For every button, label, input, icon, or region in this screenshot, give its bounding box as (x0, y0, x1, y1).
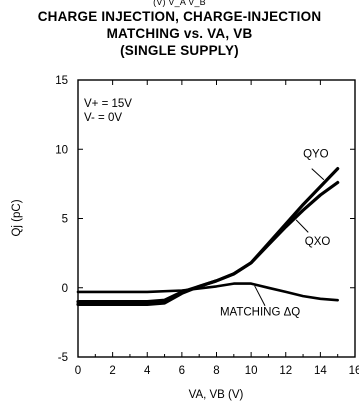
label-matching: MATCHING ΔQ (220, 306, 300, 318)
tick-labels: 0 2 4 6 8 10 12 14 16 -5 0 5 10 15 (55, 75, 359, 377)
annotations: QYO QXO MATCHING ΔQ (220, 149, 330, 319)
title-line-1: CHARGE INJECTION, CHARGE-INJECTION (37, 9, 322, 24)
series-line-2 (76, 282, 340, 302)
series-line-1 (76, 180, 340, 304)
x-tick-label-2: 4 (144, 365, 151, 377)
x-tick-label-5: 10 (245, 365, 258, 377)
pointer-qxo (295, 219, 309, 233)
x-tick-label-0: 0 (75, 365, 81, 377)
title-line-0: (V) V_A V_B (153, 0, 206, 7)
series-group (76, 167, 340, 306)
y-tick-label-2: 5 (62, 214, 68, 226)
pointer-qyo (311, 168, 325, 181)
x-tick-label-6: 12 (279, 365, 292, 377)
pointer-matching (254, 285, 266, 306)
chart-title: (V) V_A V_B CHARGE INJECTION, CHARGE-INJ… (0, 0, 359, 59)
y-tick-label-0: -5 (58, 352, 68, 364)
y-tick-label-3: 10 (55, 144, 68, 156)
x-tick-label-3: 6 (179, 365, 185, 377)
y-tick-label-1: 0 (62, 283, 68, 295)
x-axis-label: VA, VB (V) (189, 389, 244, 401)
y-axis-label: Qj (pC) (11, 199, 23, 236)
x-tick-label-8: 16 (349, 365, 359, 377)
condition-vplus: V+ = 15V (84, 98, 132, 110)
x-tick-label-7: 14 (314, 365, 327, 377)
y-tick-label-4: 15 (55, 75, 68, 87)
title-line-2: MATCHING vs. VA, VB (106, 26, 253, 41)
title-line-3: (SINGLE SUPPLY) (120, 43, 239, 58)
condition-vminus: V- = 0V (84, 112, 122, 124)
label-qxo: QXO (305, 236, 331, 248)
axis-ticks (77, 79, 356, 358)
x-tick-label-4: 8 (213, 365, 219, 377)
label-qyo: QYO (303, 149, 329, 161)
x-tick-label-1: 2 (109, 365, 115, 377)
